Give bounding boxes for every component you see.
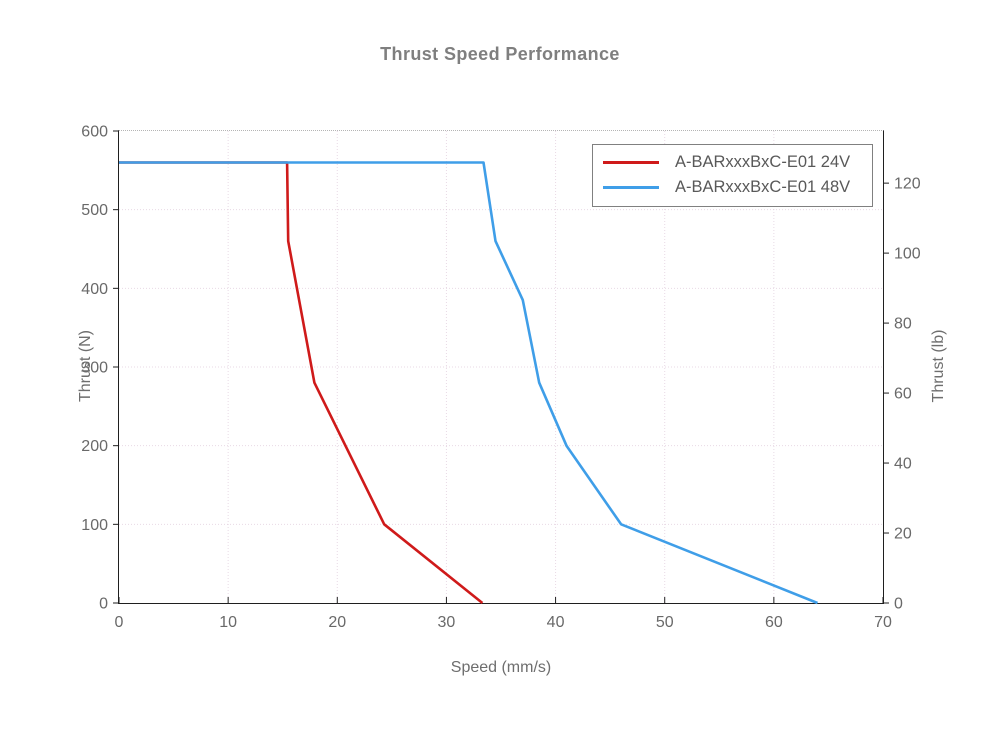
y-right-tick-label: 40 xyxy=(894,456,912,473)
y-right-tick-label: 20 xyxy=(894,526,912,543)
plot-area: 0 10 20 30 40 50 60 70 0 100 200 300 400 500 600 0 20 40 6… xyxy=(77,124,947,677)
y-left-tick-label: 0 xyxy=(99,596,108,613)
data-series xyxy=(119,161,818,605)
y-right-tick-label: 60 xyxy=(894,386,912,403)
x-tick-label: 10 xyxy=(219,614,237,631)
y-left-tick-label: 200 xyxy=(81,438,108,455)
gridlines xyxy=(119,131,883,603)
x-tick-label: 60 xyxy=(765,614,783,631)
y-left-tick-label: 600 xyxy=(81,124,108,141)
y-right-tick-label: 80 xyxy=(894,316,912,333)
x-tick-label: 30 xyxy=(438,614,456,631)
axis-ticks xyxy=(113,130,889,604)
y-left-tick-label: 300 xyxy=(81,360,108,377)
series-line-24v xyxy=(119,161,484,605)
legend: A-BARxxxBxC-E01 24V A-BARxxxBxC-E01 48V xyxy=(592,144,873,207)
x-tick-label: 0 xyxy=(115,614,124,631)
y-left-tick-label: 500 xyxy=(81,202,108,219)
legend-line-swatch-24v xyxy=(603,161,659,164)
y-left-tick-label: 400 xyxy=(81,281,108,298)
y-right-tick-label: 0 xyxy=(894,596,903,613)
y-right-tick-label: 120 xyxy=(894,176,921,193)
legend-entry-24v: A-BARxxxBxC-E01 24V xyxy=(593,150,872,175)
y-axis-right-label: Thrust (lb) xyxy=(930,329,947,403)
chart-title: Thrust Speed Performance xyxy=(380,44,620,64)
y-left-tick-label: 100 xyxy=(81,517,108,534)
y-axis-left-label: Thrust (N) xyxy=(77,330,94,402)
legend-label-24v: A-BARxxxBxC-E01 24V xyxy=(675,153,851,171)
legend-line-swatch-48v xyxy=(603,186,659,189)
y-right-tick-label: 100 xyxy=(894,246,921,263)
x-tick-label: 20 xyxy=(328,614,346,631)
legend-label-48v: A-BARxxxBxC-E01 48V xyxy=(675,178,851,196)
plot-canvas: 0 10 20 30 40 50 60 700100200300400500600020406… xyxy=(81,124,921,632)
legend-entry-48v: A-BARxxxBxC-E01 48V xyxy=(593,175,872,200)
x-tick-label: 70 xyxy=(874,614,892,631)
series-line-48v xyxy=(119,161,818,605)
x-axis-label: Speed (mm/s) xyxy=(450,659,552,676)
x-tick-label: 40 xyxy=(547,614,565,631)
x-tick-label: 50 xyxy=(656,614,674,631)
tick-labels: 0 10 20 30 40 50 60 700100200300400500600020406… xyxy=(81,124,921,632)
